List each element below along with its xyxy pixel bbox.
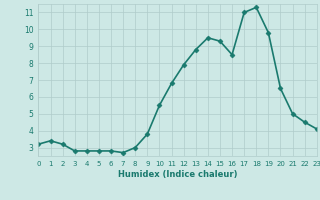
X-axis label: Humidex (Indice chaleur): Humidex (Indice chaleur): [118, 170, 237, 179]
